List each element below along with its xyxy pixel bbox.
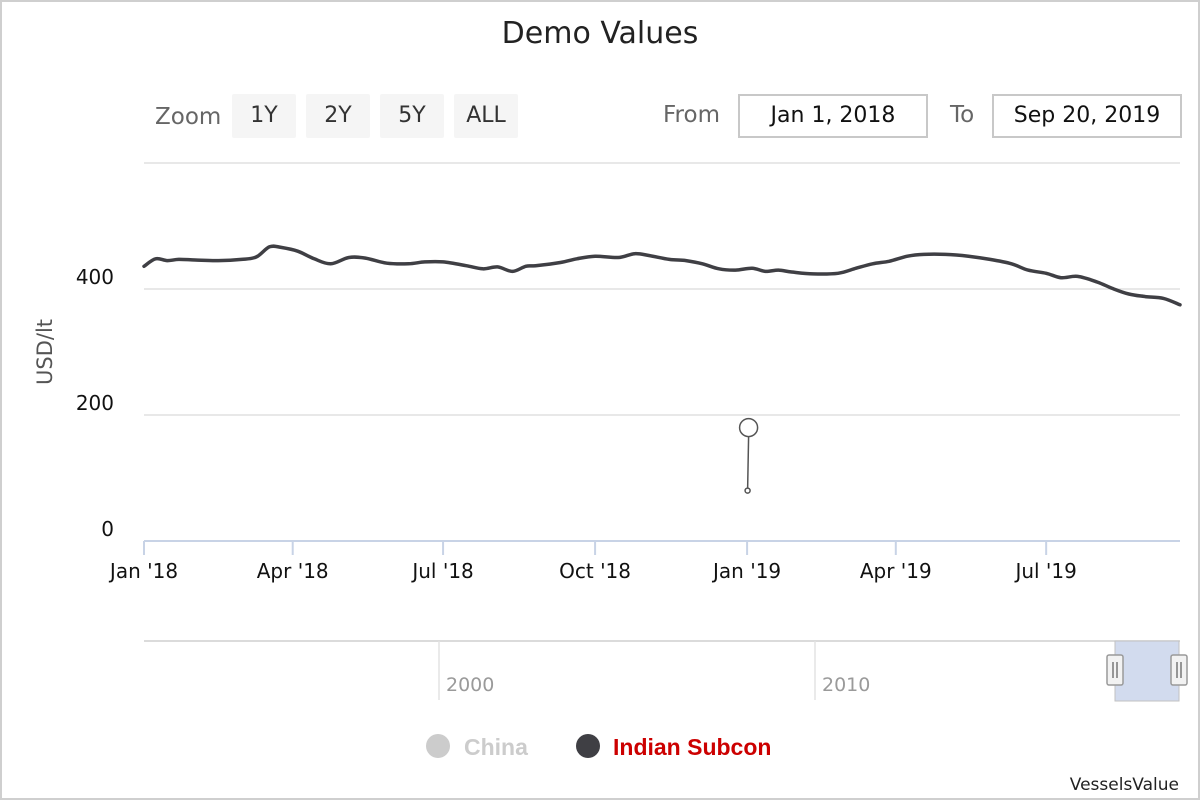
- zoom-button-all[interactable]: ALL: [454, 94, 518, 138]
- from-date-input[interactable]: Jan 1, 2018: [738, 94, 928, 138]
- to-label: To: [949, 102, 974, 128]
- zoom-button-all-label: ALL: [466, 103, 506, 128]
- gridlines: [144, 162, 1180, 416]
- legend-item-china[interactable]: China: [426, 734, 528, 760]
- from-date-value: Jan 1, 2018: [769, 103, 896, 128]
- x-tick-label: Apr '19: [860, 559, 932, 583]
- series-line-indian-subcon[interactable]: [142, 244, 1182, 307]
- legend-label-china: China: [464, 734, 528, 760]
- x-tick-label: Oct '18: [559, 559, 631, 583]
- zoom-button-5y[interactable]: 5Y: [380, 94, 444, 138]
- to-date-value: Sep 20, 2019: [1014, 103, 1160, 128]
- navigator-selected-range[interactable]: [1114, 640, 1180, 702]
- y-axis-title: USD/lt: [33, 319, 57, 385]
- navigator-handle-right[interactable]: [1170, 654, 1188, 686]
- flag-annotation: [738, 417, 759, 494]
- x-axis: Jan '18 Apr '18 Jul '18 Oct '18 Jan '19 Apr '…: [108, 540, 1180, 583]
- series-group: [142, 244, 1182, 307]
- zoom-button-2y-label: 2Y: [324, 103, 352, 128]
- navigator-label-2000: 2000: [446, 674, 494, 696]
- flag-anchor: [744, 487, 751, 494]
- legend-item-indian-subcon[interactable]: Indian Subcon: [576, 734, 771, 760]
- flag-marker[interactable]: [738, 417, 759, 438]
- x-tick-label: Jan '19: [711, 559, 781, 583]
- zoom-button-1y-label: 1Y: [250, 103, 278, 128]
- flag-stem: [746, 436, 750, 491]
- legend-symbol-indian-subcon: [576, 734, 600, 758]
- zoom-button-1y[interactable]: 1Y: [232, 94, 296, 138]
- navigator-handle-left[interactable]: [1106, 654, 1124, 686]
- legend-symbol-china: [426, 734, 450, 758]
- x-tick-label: Jul '19: [1013, 559, 1076, 583]
- navigator-label-2010: 2010: [822, 674, 870, 696]
- y-axis-ticks: 0 200 400: [76, 265, 114, 541]
- y-tick-label: 0: [101, 517, 114, 541]
- credits[interactable]: VesselsValue: [1070, 775, 1179, 795]
- y-tick-label: 200: [76, 391, 114, 415]
- zoom-button-5y-label: 5Y: [398, 103, 426, 128]
- x-tick-label: Jan '18: [108, 559, 178, 583]
- chart-title: Demo Values: [502, 16, 699, 51]
- legend-label-indian-subcon: Indian Subcon: [613, 734, 771, 760]
- navigator[interactable]: 2000 2010: [144, 640, 1188, 702]
- from-label: From: [663, 102, 720, 128]
- y-tick-label: 400: [76, 265, 114, 289]
- x-tick-label: Jul '18: [410, 559, 473, 583]
- x-tick-label: Apr '18: [257, 559, 329, 583]
- zoom-label: Zoom: [155, 104, 221, 130]
- zoom-button-2y[interactable]: 2Y: [306, 94, 370, 138]
- to-date-input[interactable]: Sep 20, 2019: [992, 94, 1182, 138]
